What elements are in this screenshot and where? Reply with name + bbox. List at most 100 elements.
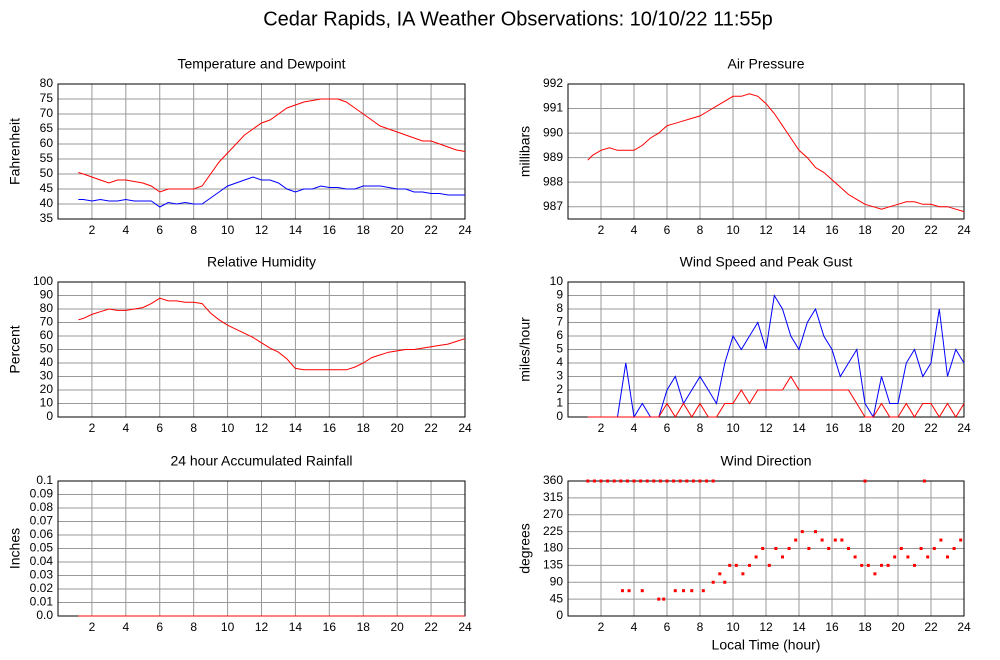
y-tick-label: 0.1 <box>36 473 53 487</box>
data-point <box>657 597 661 601</box>
x-tick-label: 20 <box>390 223 404 237</box>
x-tick-label: 2 <box>89 421 96 435</box>
y-tick-label: 180 <box>543 541 563 555</box>
y-tick-label: 100 <box>33 274 53 288</box>
data-point <box>592 479 596 483</box>
y-tick-label: 3 <box>556 369 563 383</box>
chart-title: Relative Humidity <box>207 254 316 270</box>
y-tick-label: 1 <box>556 396 563 410</box>
y-tick-label: 50 <box>40 342 54 356</box>
x-tick-label: 2 <box>598 620 605 634</box>
x-tick-label: 24 <box>458 421 472 435</box>
x-tick-label: 14 <box>289 223 303 237</box>
data-point <box>847 547 850 550</box>
data-point <box>652 479 656 483</box>
y-tick-label: 70 <box>40 106 54 120</box>
data-point <box>620 589 624 593</box>
data-point <box>673 589 677 593</box>
y-tick-label: 988 <box>543 174 563 188</box>
data-line <box>78 98 466 193</box>
y-axis-label: Inches <box>7 528 23 569</box>
data-point <box>893 555 897 559</box>
x-tick-label: 4 <box>631 421 638 435</box>
data-point <box>774 547 778 550</box>
x-tick-label: 10 <box>726 223 740 237</box>
data-line <box>587 294 965 419</box>
x-tick-label: 2 <box>598 421 605 435</box>
data-point <box>672 479 676 483</box>
x-tick-label: 10 <box>726 421 740 435</box>
x-tick-label: 12 <box>255 620 269 634</box>
x-tick-label: 6 <box>156 223 163 237</box>
y-tick-label: 0 <box>46 409 53 423</box>
data-line <box>78 297 466 371</box>
x-tick-label: 6 <box>156 620 163 634</box>
x-tick-label: 14 <box>792 223 806 237</box>
x-tick-label: 18 <box>858 223 872 237</box>
data-point <box>906 555 910 559</box>
x-tick-label: 14 <box>792 421 806 435</box>
x-tick-label: 18 <box>858 421 872 435</box>
data-point <box>705 479 709 483</box>
x-tick-label: 16 <box>323 223 337 237</box>
x-tick-label: 18 <box>357 421 371 435</box>
data-point <box>886 563 890 567</box>
x-tick-label: 22 <box>424 620 438 634</box>
x-tick-label: 8 <box>190 223 197 237</box>
x-tick-label: 24 <box>458 620 472 634</box>
data-point <box>959 538 963 542</box>
x-tick-label: 22 <box>424 421 438 435</box>
x-tick-label: 24 <box>458 223 472 237</box>
y-tick-label: 0.0 <box>36 608 53 622</box>
x-tick-label: 8 <box>697 421 704 435</box>
x-tick-label: 22 <box>924 620 938 634</box>
data-point <box>761 547 765 550</box>
plot-frame <box>567 480 965 617</box>
data-point <box>932 547 936 550</box>
x-tick-label: 24 <box>957 620 971 634</box>
y-tick-label: 45 <box>550 591 564 605</box>
data-point <box>873 572 877 576</box>
data-point <box>919 547 923 550</box>
y-tick-label: 10 <box>550 274 564 288</box>
x-tick-label: 4 <box>122 223 129 237</box>
data-point <box>952 547 956 550</box>
data-point <box>840 538 844 542</box>
x-tick-label: 2 <box>89 223 96 237</box>
y-tick-label: 0.04 <box>30 554 54 568</box>
page-title: Cedar Rapids, IA Weather Observations: 1… <box>263 8 773 30</box>
y-axis-label: Fahrenheit <box>7 118 23 185</box>
y-tick-label: 990 <box>543 125 563 139</box>
data-line <box>587 375 965 418</box>
data-point <box>781 555 784 559</box>
x-tick-label: 8 <box>697 223 704 237</box>
y-tick-label: 0.06 <box>30 527 54 541</box>
data-point <box>833 538 837 542</box>
x-tick-label: 18 <box>357 223 371 237</box>
y-tick-label: 40 <box>40 355 54 369</box>
x-tick-label: 20 <box>891 620 905 634</box>
data-point <box>814 530 817 534</box>
y-axis-label: degrees <box>517 523 533 574</box>
y-axis-label: miles/hour <box>517 317 533 382</box>
data-point <box>807 547 811 550</box>
data-point <box>632 479 636 483</box>
y-tick-label: 315 <box>543 490 563 504</box>
y-tick-label: 225 <box>543 524 563 538</box>
data-point <box>913 563 916 567</box>
y-tick-label: 0 <box>556 608 563 622</box>
y-tick-label: 60 <box>40 136 54 150</box>
y-tick-label: 270 <box>543 507 563 521</box>
x-tick-label: 14 <box>792 620 806 634</box>
x-tick-label: 4 <box>122 421 129 435</box>
y-tick-label: 0.07 <box>30 514 54 528</box>
chart-title: Air Pressure <box>727 56 804 72</box>
data-point <box>691 479 695 483</box>
data-point <box>701 589 705 593</box>
plot-frame <box>567 281 965 418</box>
x-tick-label: 12 <box>759 421 773 435</box>
x-tick-label: 20 <box>891 223 905 237</box>
y-tick-label: 40 <box>40 196 54 210</box>
data-point <box>748 563 751 567</box>
y-tick-label: 2 <box>556 382 563 396</box>
